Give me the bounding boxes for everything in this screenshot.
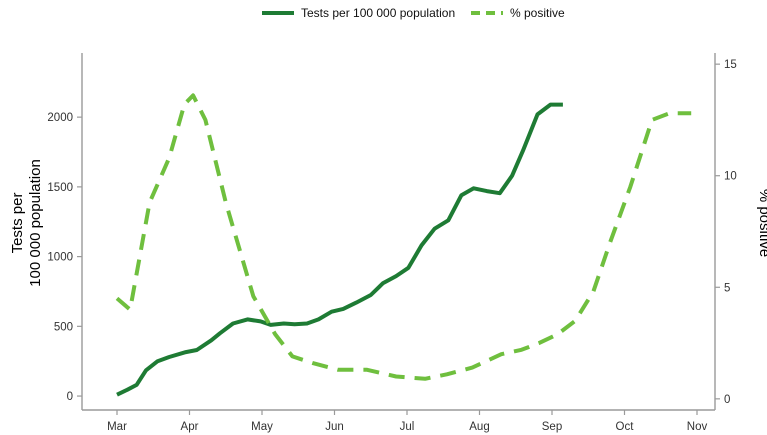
- x-tick-label: Nov: [687, 421, 708, 433]
- series-layer: [115, 93, 692, 397]
- y-right-ticks: 0 5 10 15: [715, 59, 737, 406]
- x-tick-label: Jul: [400, 421, 415, 433]
- legend: Tests per 100 000 population % positive: [262, 6, 565, 20]
- y-left-title-line2: 100 000 population: [27, 159, 44, 287]
- x-tick-label: Sep: [542, 421, 562, 433]
- y-right-tick-label: 5: [724, 282, 730, 294]
- legend-label-positive: % positive: [510, 6, 565, 20]
- y-right-tick-label: 15: [724, 59, 737, 71]
- x-tick-label: Oct: [616, 421, 635, 433]
- y-left-tick-label: 0: [67, 391, 73, 403]
- y-right-title: % positive: [756, 189, 767, 257]
- axes: [81, 53, 716, 411]
- x-tick-label: Jun: [325, 421, 344, 433]
- y-left-tick-label: 1500: [47, 182, 73, 194]
- y-left-tick-label: 500: [54, 321, 73, 333]
- series-line-positive: [115, 93, 692, 381]
- x-tick-label: Aug: [469, 421, 489, 433]
- x-tick-label: Mar: [107, 421, 127, 433]
- y-left-title-line1: Tests per: [9, 193, 26, 254]
- legend-label-tests: Tests per 100 000 population: [301, 6, 455, 20]
- y-left-tick-label: 2000: [47, 112, 73, 124]
- y-left-tick-label: 1000: [47, 252, 73, 264]
- series-line-tests: [116, 102, 563, 397]
- x-tick-label: May: [251, 421, 273, 433]
- y-right-tick-label: 0: [724, 394, 730, 406]
- x-tick-label: Apr: [181, 421, 199, 433]
- x-ticks: Mar Apr May Jun Jul Aug Sep Oct Nov: [107, 410, 707, 433]
- y-left-ticks: 0 500 1000 1500 2000: [47, 112, 82, 403]
- y-right-tick-label: 10: [724, 171, 737, 183]
